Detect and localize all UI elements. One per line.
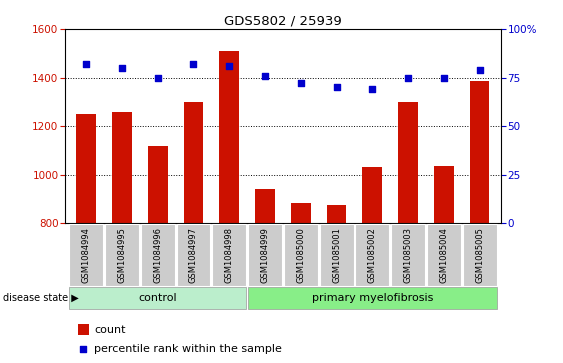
Text: GSM1084998: GSM1084998: [225, 227, 234, 283]
Bar: [327, 205, 346, 223]
FancyBboxPatch shape: [105, 224, 139, 286]
Bar: [398, 102, 418, 223]
Bar: [363, 167, 382, 223]
Text: control: control: [138, 293, 177, 303]
FancyBboxPatch shape: [355, 224, 389, 286]
Text: GSM1085002: GSM1085002: [368, 227, 377, 283]
FancyBboxPatch shape: [141, 224, 175, 286]
Bar: [148, 146, 168, 223]
Bar: [255, 189, 275, 223]
Bar: [220, 51, 239, 223]
Text: GSM1084999: GSM1084999: [261, 227, 270, 283]
Bar: [77, 114, 96, 223]
Text: GSM1085005: GSM1085005: [475, 227, 484, 283]
Text: GSM1084996: GSM1084996: [153, 227, 162, 283]
Bar: [184, 102, 203, 223]
Bar: [470, 81, 489, 223]
Text: percentile rank within the sample: percentile rank within the sample: [95, 344, 282, 354]
FancyBboxPatch shape: [427, 224, 461, 286]
FancyBboxPatch shape: [320, 224, 354, 286]
Point: [296, 81, 305, 86]
Point: [368, 86, 377, 92]
Text: GSM1085004: GSM1085004: [439, 227, 448, 283]
FancyBboxPatch shape: [212, 224, 246, 286]
Text: GSM1085000: GSM1085000: [296, 227, 305, 283]
Point: [189, 61, 198, 67]
FancyBboxPatch shape: [248, 287, 497, 309]
Point: [475, 67, 484, 73]
FancyBboxPatch shape: [284, 224, 318, 286]
Bar: [78, 324, 89, 335]
Bar: [434, 166, 454, 223]
Title: GDS5802 / 25939: GDS5802 / 25939: [224, 15, 342, 28]
Point: [118, 65, 127, 71]
FancyBboxPatch shape: [391, 224, 425, 286]
Point: [79, 346, 88, 351]
Text: GSM1084994: GSM1084994: [82, 227, 91, 283]
Point: [82, 61, 91, 67]
Bar: [291, 203, 311, 223]
Text: GSM1084995: GSM1084995: [118, 227, 127, 283]
Point: [261, 73, 270, 78]
FancyBboxPatch shape: [69, 224, 103, 286]
Bar: [112, 111, 132, 223]
FancyBboxPatch shape: [69, 287, 246, 309]
Text: GSM1085001: GSM1085001: [332, 227, 341, 283]
Point: [153, 75, 162, 81]
FancyBboxPatch shape: [463, 224, 497, 286]
Text: count: count: [95, 325, 126, 335]
Text: primary myelofibrosis: primary myelofibrosis: [312, 293, 433, 303]
Point: [225, 63, 234, 69]
Point: [439, 75, 448, 81]
Text: GSM1085003: GSM1085003: [404, 227, 413, 283]
Text: disease state ▶: disease state ▶: [3, 293, 79, 303]
Point: [404, 75, 413, 81]
Point: [332, 84, 341, 90]
Text: GSM1084997: GSM1084997: [189, 227, 198, 283]
FancyBboxPatch shape: [177, 224, 211, 286]
FancyBboxPatch shape: [248, 224, 282, 286]
